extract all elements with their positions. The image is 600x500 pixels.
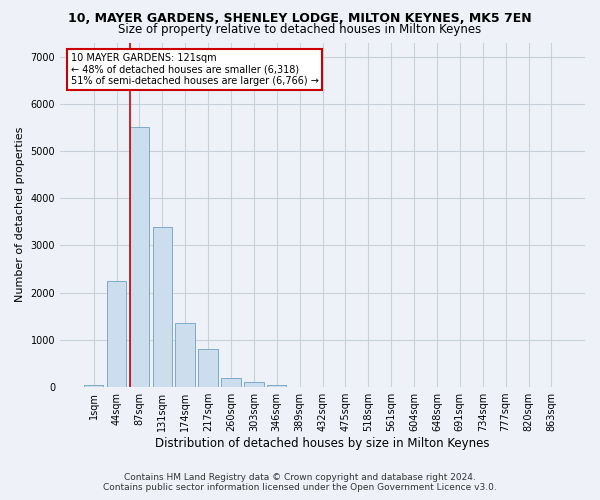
Bar <box>267 384 286 387</box>
Text: Contains HM Land Registry data © Crown copyright and database right 2024.
Contai: Contains HM Land Registry data © Crown c… <box>103 473 497 492</box>
Bar <box>199 350 218 387</box>
Text: 10, MAYER GARDENS, SHENLEY LODGE, MILTON KEYNES, MK5 7EN: 10, MAYER GARDENS, SHENLEY LODGE, MILTON… <box>68 12 532 26</box>
Y-axis label: Number of detached properties: Number of detached properties <box>15 127 25 302</box>
Bar <box>244 382 263 387</box>
Text: Size of property relative to detached houses in Milton Keynes: Size of property relative to detached ho… <box>118 22 482 36</box>
Bar <box>152 226 172 387</box>
X-axis label: Distribution of detached houses by size in Milton Keynes: Distribution of detached houses by size … <box>155 437 490 450</box>
Bar <box>84 384 103 387</box>
Bar <box>175 324 195 387</box>
Bar <box>107 281 126 387</box>
Bar <box>221 378 241 387</box>
Text: 10 MAYER GARDENS: 121sqm
← 48% of detached houses are smaller (6,318)
51% of sem: 10 MAYER GARDENS: 121sqm ← 48% of detach… <box>71 53 319 86</box>
Bar <box>130 128 149 387</box>
